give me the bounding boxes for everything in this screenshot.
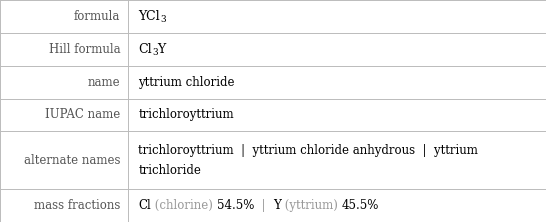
Text: name: name	[88, 76, 120, 89]
Text: 3: 3	[160, 15, 165, 24]
Text: (yttrium): (yttrium)	[281, 199, 341, 212]
Text: 45.5%: 45.5%	[341, 199, 379, 212]
Text: yttrium chloride: yttrium chloride	[138, 76, 235, 89]
Text: alternate names: alternate names	[24, 154, 120, 167]
Text: mass fractions: mass fractions	[34, 199, 120, 212]
Text: 3: 3	[152, 48, 158, 57]
Text: Y: Y	[273, 199, 281, 212]
Text: formula: formula	[74, 10, 120, 23]
Text: IUPAC name: IUPAC name	[45, 109, 120, 121]
Text: Hill formula: Hill formula	[49, 43, 120, 56]
Text: Cl: Cl	[138, 43, 152, 56]
Text: trichloride: trichloride	[138, 164, 201, 176]
Text: Cl: Cl	[138, 199, 151, 212]
Text: 54.5%: 54.5%	[217, 199, 254, 212]
Text: trichloroyttrium  |  yttrium chloride anhydrous  |  yttrium: trichloroyttrium | yttrium chloride anhy…	[138, 144, 478, 157]
Text: trichloroyttrium: trichloroyttrium	[138, 109, 234, 121]
Text: |: |	[254, 199, 273, 212]
Text: YCl: YCl	[138, 10, 160, 23]
Text: Y: Y	[158, 43, 166, 56]
Text: (chlorine): (chlorine)	[151, 199, 217, 212]
